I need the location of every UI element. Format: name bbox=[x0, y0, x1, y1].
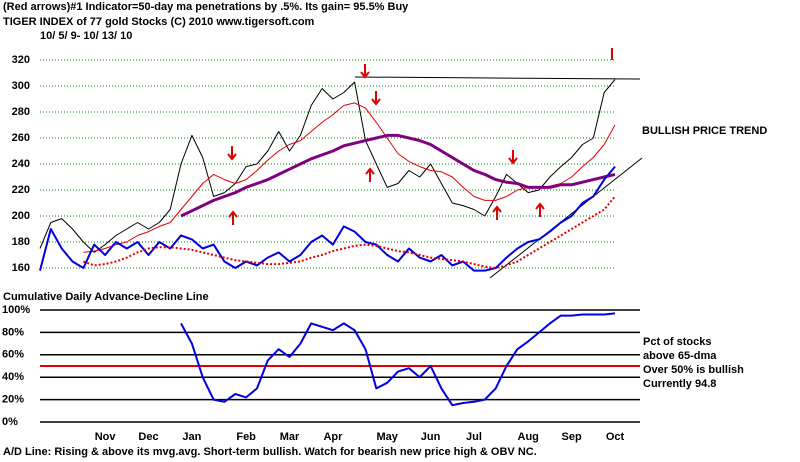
trend-note: BULLISH PRICE TREND bbox=[642, 125, 767, 137]
sell-arrow bbox=[227, 146, 237, 161]
buy-arrow bbox=[228, 210, 238, 225]
y-tick-label: 240 bbox=[12, 158, 30, 170]
footer: A/D Line: Rising & above its mvg.avg. Sh… bbox=[3, 446, 537, 458]
y-tick-label: 300 bbox=[12, 80, 30, 92]
x-tick-label: Jun bbox=[421, 431, 441, 443]
header-line: (Red arrows)#1 Indicator=50-day ma penet… bbox=[3, 1, 409, 13]
sell-arrow bbox=[508, 150, 518, 165]
series-line bbox=[180, 312, 616, 407]
y-tick-label: 0% bbox=[2, 416, 18, 428]
x-tick-label: Nov bbox=[95, 431, 117, 443]
note: Over 50% is bullish bbox=[643, 364, 744, 376]
x-tick-label: Dec bbox=[138, 431, 158, 443]
header-line: TIGER INDEX of 77 gold Stocks (C) 2010 w… bbox=[3, 16, 315, 28]
x-tick-label: Apr bbox=[323, 431, 343, 443]
x-tick-label: Jan bbox=[182, 431, 201, 443]
note: Pct of stocks bbox=[643, 336, 711, 348]
y-tick-label: 320 bbox=[12, 54, 30, 66]
signal-arrows bbox=[227, 48, 613, 225]
series-line bbox=[180, 133, 616, 218]
resistance-line bbox=[354, 76, 641, 80]
date-range: 10/ 5/ 9- 10/ 13/ 10 bbox=[40, 30, 132, 42]
buy-arrow bbox=[365, 167, 375, 182]
y-tick-label: 40% bbox=[2, 371, 24, 383]
x-tick-label: Mar bbox=[280, 431, 300, 443]
series-line bbox=[39, 79, 616, 253]
y-tick-label: 180 bbox=[12, 236, 30, 248]
y-tick-label: 260 bbox=[12, 132, 30, 144]
sell-arrow bbox=[371, 91, 381, 106]
note: above 65-dma bbox=[643, 350, 717, 362]
x-tick-label: May bbox=[376, 431, 398, 443]
y-tick-label: 280 bbox=[12, 106, 30, 118]
series-line bbox=[39, 165, 616, 272]
y-tick-label: 20% bbox=[2, 394, 24, 406]
x-tick-label: Feb bbox=[236, 431, 256, 443]
trend-line bbox=[489, 157, 643, 279]
panel-title: Cumulative Daily Advance-Decline Line bbox=[3, 291, 209, 303]
x-tick-label: Sep bbox=[562, 431, 582, 443]
series-line bbox=[83, 195, 616, 269]
y-tick-label: 160 bbox=[12, 262, 30, 274]
x-tick-label: Oct bbox=[606, 431, 625, 443]
x-tick-label: Aug bbox=[518, 431, 539, 443]
x-tick-label: Jul bbox=[466, 431, 482, 443]
y-tick-label: 100% bbox=[2, 304, 30, 316]
buy-arrow bbox=[492, 205, 502, 220]
y-tick-label: 220 bbox=[12, 184, 30, 196]
sell-arrow bbox=[360, 64, 370, 79]
y-tick-label: 200 bbox=[12, 210, 30, 222]
buy-arrow bbox=[535, 202, 545, 217]
y-tick-label: 60% bbox=[2, 349, 24, 361]
y-tick-label: 80% bbox=[2, 326, 24, 338]
note: Currently 94.8 bbox=[643, 378, 716, 390]
